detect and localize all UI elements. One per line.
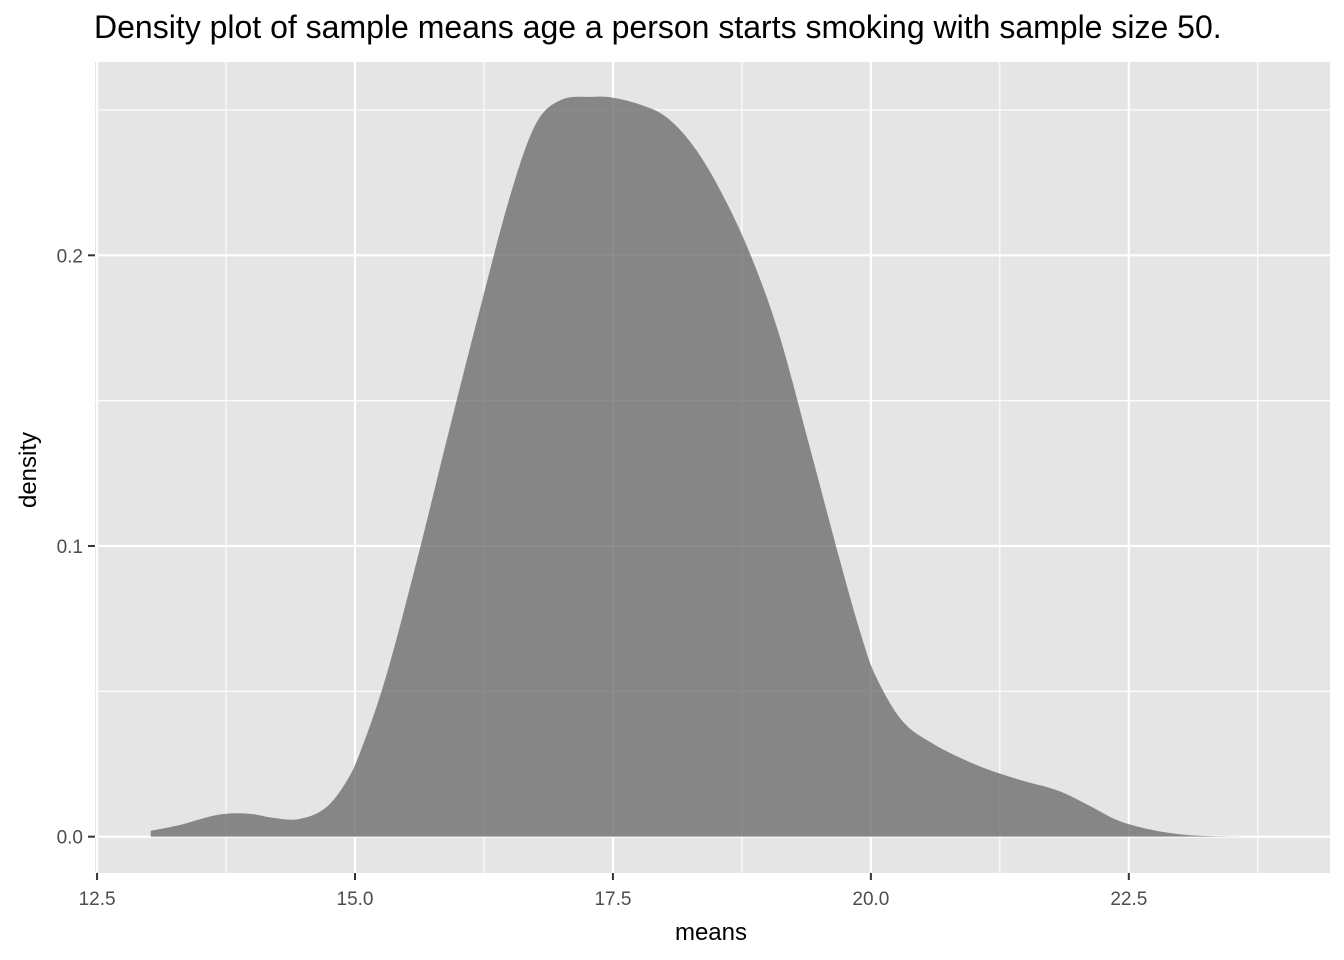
y-axis-title: density [15,432,42,508]
x-tick-label: 17.5 [594,889,631,910]
x-tick-label: 22.5 [1110,889,1147,910]
x-axis: 12.5 15.0 17.5 20.0 22.5 [79,873,1147,910]
y-axis: 0.0 0.1 0.2 [57,246,95,849]
y-tick-label: 0.1 [57,537,83,558]
y-tick-label: 0.0 [57,828,83,849]
y-tick-label: 0.2 [57,246,83,267]
x-tick-label: 15.0 [337,889,374,910]
density-area [150,96,1253,837]
x-tick-label: 12.5 [79,889,116,910]
x-tick-label: 20.0 [852,889,889,910]
x-axis-title: means [675,919,747,946]
chart-title: Density plot of sample means age a perso… [94,9,1222,45]
